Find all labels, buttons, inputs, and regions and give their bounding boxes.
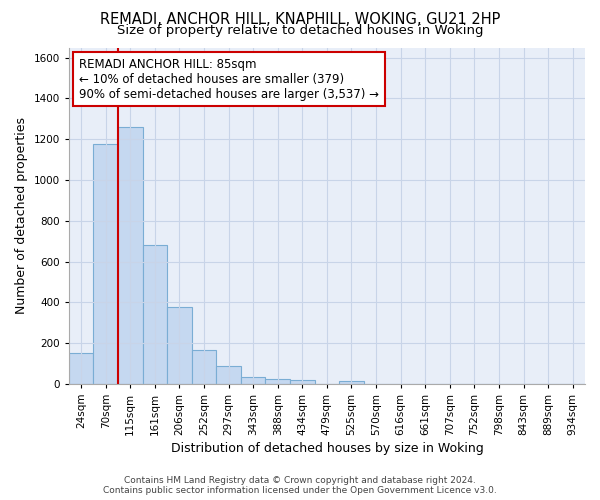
Bar bbox=[265, 379, 290, 384]
Bar bbox=[143, 246, 167, 384]
Bar bbox=[118, 127, 143, 384]
Bar bbox=[290, 380, 314, 384]
Bar bbox=[167, 308, 192, 384]
X-axis label: Distribution of detached houses by size in Woking: Distribution of detached houses by size … bbox=[170, 442, 483, 455]
Text: REMADI, ANCHOR HILL, KNAPHILL, WOKING, GU21 2HP: REMADI, ANCHOR HILL, KNAPHILL, WOKING, G… bbox=[100, 12, 500, 28]
Bar bbox=[241, 377, 265, 384]
Text: REMADI ANCHOR HILL: 85sqm
← 10% of detached houses are smaller (379)
90% of semi: REMADI ANCHOR HILL: 85sqm ← 10% of detac… bbox=[79, 58, 379, 100]
Y-axis label: Number of detached properties: Number of detached properties bbox=[15, 117, 28, 314]
Bar bbox=[94, 144, 118, 384]
Bar bbox=[69, 354, 94, 384]
Text: Size of property relative to detached houses in Woking: Size of property relative to detached ho… bbox=[117, 24, 483, 37]
Bar bbox=[339, 381, 364, 384]
Bar bbox=[217, 366, 241, 384]
Text: Contains HM Land Registry data © Crown copyright and database right 2024.
Contai: Contains HM Land Registry data © Crown c… bbox=[103, 476, 497, 495]
Bar bbox=[192, 350, 217, 384]
